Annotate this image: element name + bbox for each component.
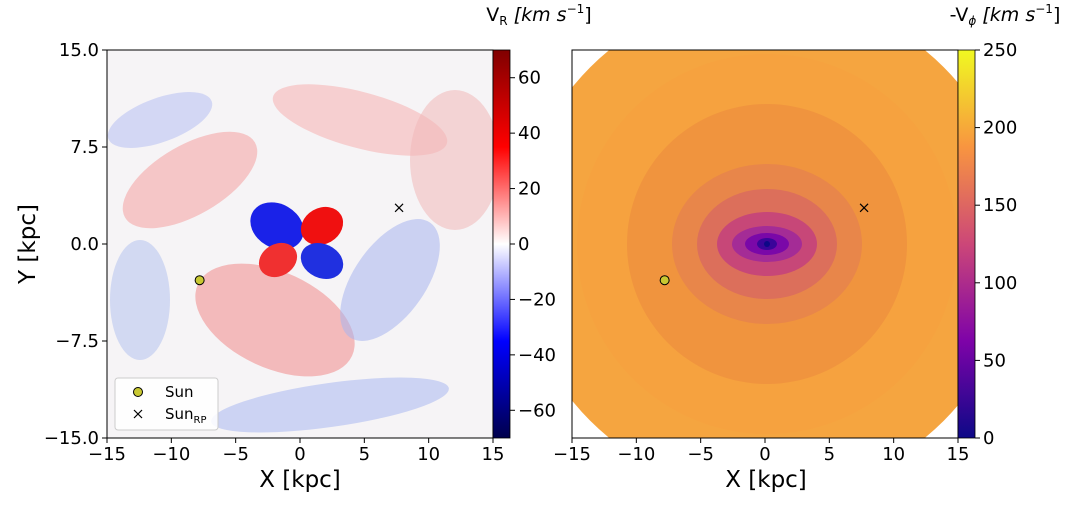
- vphi-title-sub: ϕ: [968, 14, 976, 28]
- vr-cbar-tick-label: 0: [518, 234, 529, 255]
- vphi-title-unit: [km s: [982, 4, 1035, 26]
- vr-xtick-label: 5: [359, 444, 370, 465]
- vphi-sun-marker: [659, 275, 670, 286]
- vphi-cbar-tick-label: 100: [983, 273, 1017, 294]
- vr-legend: Sun SunRP: [114, 377, 219, 431]
- vphi-xtick-label: 15: [947, 444, 970, 465]
- vr-ylabel: Y [kpc]: [15, 204, 41, 285]
- vr-xtick-label: −5: [222, 444, 249, 465]
- vr-colorbar-ticks: 60 40 20 0 −20 −40 −60: [510, 68, 556, 421]
- vphi-heatmap: [572, 50, 958, 438]
- vphi-xtick-label: −15: [553, 444, 591, 465]
- vr-cbar-tick-label: −40: [518, 345, 556, 366]
- vphi-title-main: -V: [950, 4, 969, 26]
- vr-xtick-label: 0: [294, 444, 305, 465]
- legend-sunrp-icon: [133, 409, 143, 419]
- vr-y-axis: 15.0 7.5 0.0 −7.5 −15.0: [44, 40, 107, 449]
- vr-title-unit: [km s: [514, 4, 567, 26]
- vr-ytick-label: 15.0: [59, 40, 99, 61]
- vphi-sunrp-marker: [859, 203, 869, 213]
- vphi-xtick-label: −10: [617, 444, 655, 465]
- vr-sun-marker: [194, 275, 205, 286]
- vr-ytick-label: 7.5: [70, 137, 99, 158]
- vr-ytick-label: −7.5: [55, 331, 99, 352]
- vr-cbar-tick-label: 40: [518, 123, 541, 144]
- legend-sun-icon: [133, 387, 143, 397]
- vr-title: VR [km s−1]: [486, 2, 591, 28]
- vphi-xtick-label: 5: [824, 444, 835, 465]
- vr-title-close: ]: [584, 4, 591, 26]
- vphi-title: -Vϕ [km s−1]: [950, 2, 1061, 28]
- vphi-title-exp: −1: [1035, 2, 1053, 16]
- vphi-cbar-tick-label: 150: [983, 195, 1017, 216]
- vphi-cbar-tick-label: 0: [983, 428, 994, 449]
- vphi-colorbar: [957, 49, 976, 439]
- vr-quadrupole: [250, 202, 344, 279]
- vr-spiral-features: [107, 84, 493, 433]
- vr-ytick-label: 0.0: [70, 234, 99, 255]
- vr-sunrp-marker: [394, 203, 404, 213]
- vr-panel: VR [km s−1]: [15, 2, 592, 493]
- legend-sun-label: Sun: [165, 383, 194, 401]
- vphi-colorbar-ticks: 250 200 150 100 50 0: [975, 40, 1017, 449]
- vr-cbar-tick-label: 20: [518, 179, 541, 200]
- vr-xlabel: X [kpc]: [259, 467, 341, 493]
- vr-xtick-label: −10: [152, 444, 190, 465]
- vr-xtick-label: 15: [482, 444, 505, 465]
- vr-cbar-tick-label: −60: [518, 400, 556, 421]
- vphi-panel: -Vϕ [km s−1] −15 −10 −5 0 5 10 15 X [kpc] 2502…: [553, 2, 1061, 493]
- vr-cbar-tick-label: −20: [518, 289, 556, 310]
- vphi-xtick-label: 10: [882, 444, 905, 465]
- vr-xtick-label: −15: [88, 444, 126, 465]
- vphi-cbar-tick-label: 250: [983, 40, 1017, 61]
- vr-colorbar: [492, 49, 511, 439]
- vr-title-main: V: [486, 4, 499, 26]
- vr-title-sub: R: [499, 14, 507, 28]
- vr-heatmap: [107, 50, 493, 438]
- vphi-xlabel: X [kpc]: [725, 467, 807, 493]
- vr-xtick-label: 10: [417, 444, 440, 465]
- vphi-xtick-label: −5: [687, 444, 714, 465]
- vr-cbar-tick-label: 60: [518, 68, 541, 89]
- vphi-x-axis: −15 −10 −5 0 5 10 15: [553, 438, 969, 465]
- vphi-title-close: ]: [1053, 4, 1060, 26]
- vr-title-exp: −1: [567, 2, 585, 16]
- vphi-cbar-tick-label: 50: [983, 350, 1006, 371]
- legend-sunrp-label: SunRP: [165, 405, 207, 426]
- vphi-cbar-tick-label: 200: [983, 118, 1017, 139]
- vr-x-axis: −15 −10 −5 0 5 10 15: [88, 438, 504, 465]
- vr-ytick-label: −15.0: [44, 428, 99, 449]
- vphi-xtick-label: 0: [759, 444, 770, 465]
